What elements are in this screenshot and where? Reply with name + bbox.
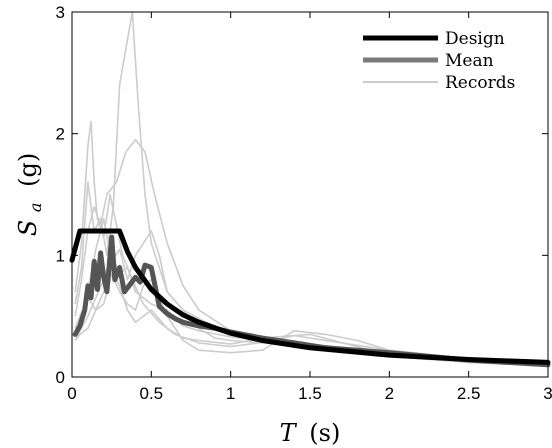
x-axis-unit: (s) <box>309 419 340 447</box>
y-tick-label: 2 <box>56 125 65 144</box>
legend-label-records: Records <box>445 73 515 93</box>
legend-label-mean: Mean <box>445 51 494 71</box>
design-layer <box>69 228 551 365</box>
y-axis-label: S a (g) <box>14 153 47 236</box>
records-line-4 <box>74 218 549 366</box>
y-tick-label: 3 <box>56 3 65 22</box>
x-tick-label: 0 <box>67 384 76 403</box>
x-tick-label: 1 <box>226 384 235 403</box>
ticks-layer: 0 0.5 1 1.5 2 2.5 3 0 1 2 3 <box>56 3 552 403</box>
y-tick-label: 1 <box>56 246 65 265</box>
x-tick-label: 2.5 <box>457 384 481 403</box>
legend-label-design: Design <box>445 29 505 49</box>
design-line <box>69 228 551 365</box>
records-line-6 <box>74 266 549 366</box>
y-axis-variable: S <box>14 220 42 236</box>
y-axis-unit: (g) <box>14 153 42 187</box>
records-line-2 <box>74 139 549 366</box>
x-tick-label: 3 <box>543 384 552 403</box>
x-tick-label: 2 <box>385 384 394 403</box>
y-axis-subscript: a <box>26 203 45 213</box>
y-tick-label: 0 <box>56 368 65 387</box>
x-axis-label: T (s) <box>280 419 341 447</box>
x-tick-label: 1.5 <box>298 384 322 403</box>
x-axis-variable: T <box>280 419 298 447</box>
x-tick-label: 0.5 <box>140 384 164 403</box>
